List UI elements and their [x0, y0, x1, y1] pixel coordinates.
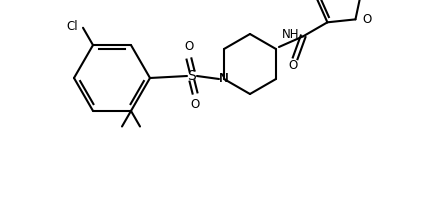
Text: Cl: Cl — [66, 20, 78, 33]
Text: O: O — [363, 13, 372, 26]
Text: NH: NH — [282, 28, 299, 41]
Text: N: N — [219, 73, 229, 86]
Text: O: O — [184, 41, 193, 54]
Text: O: O — [288, 59, 298, 72]
Text: S: S — [187, 69, 196, 83]
Text: O: O — [190, 98, 199, 111]
Text: N: N — [219, 73, 229, 86]
